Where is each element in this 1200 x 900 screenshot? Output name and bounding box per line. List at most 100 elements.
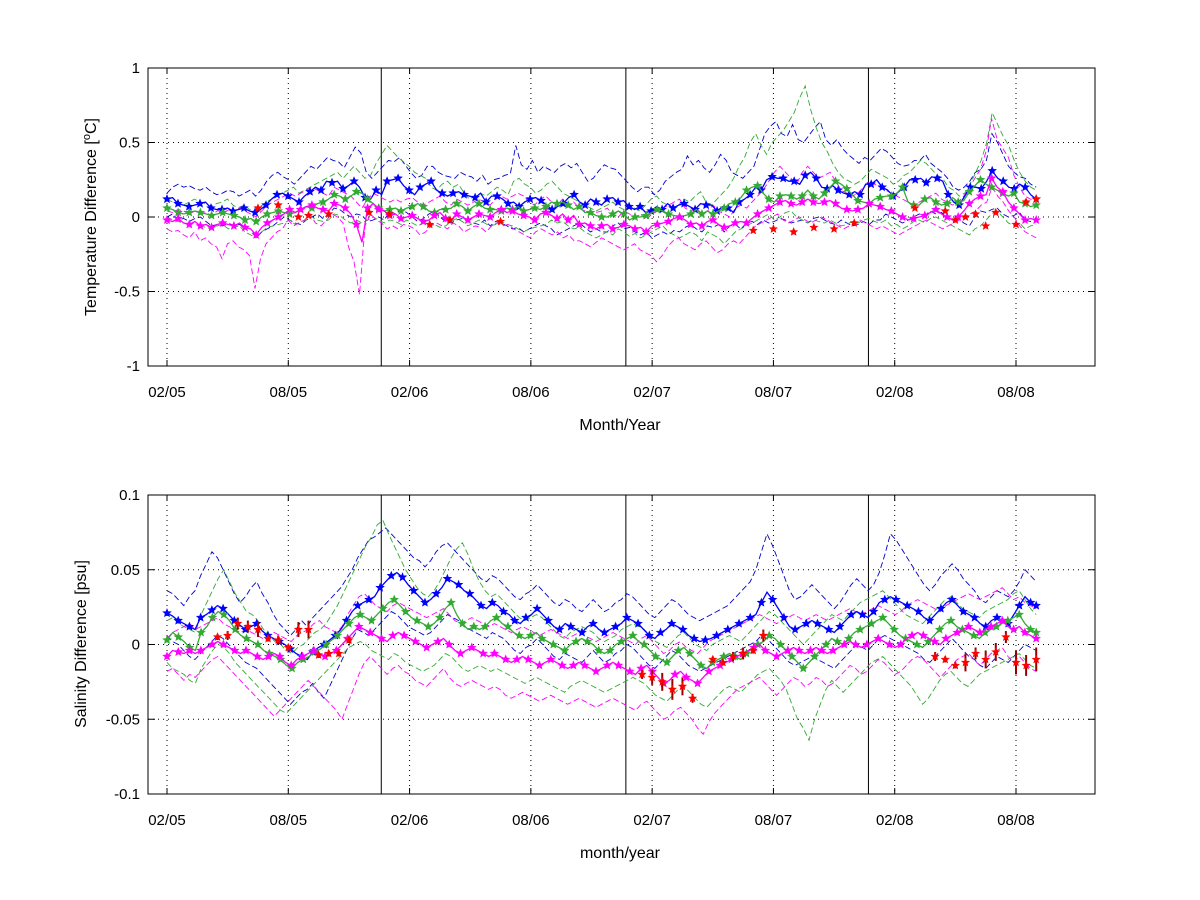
salinity-x-tick-label: 02/05	[148, 812, 186, 829]
salinity-series-point	[546, 654, 556, 664]
salinity-dashed-series-line	[166, 640, 1037, 742]
temperature-series-point	[217, 218, 228, 228]
salinity-series-point	[610, 621, 621, 631]
salinity-series-point	[162, 651, 172, 661]
salinity-series-point	[386, 570, 397, 580]
salinity-series-point	[599, 627, 610, 637]
temperature-series-point	[1009, 203, 1019, 213]
salinity-series-point	[207, 605, 217, 615]
salinity-dashed-series-line	[166, 646, 1037, 735]
salinity-y-tick-label: 0.05	[111, 562, 140, 579]
temperature-reference-point	[445, 215, 455, 224]
temperature-series-point	[602, 194, 612, 204]
salinity-x-tick-label: 08/05	[270, 812, 308, 829]
temperature-series-point	[569, 189, 579, 199]
temperature-series-point	[396, 213, 406, 223]
salinity-series-point	[162, 635, 172, 645]
temperature-series-point	[349, 176, 359, 186]
temperature-series-point	[674, 212, 685, 222]
temperature-series-point	[864, 198, 874, 208]
temperature-reference-point	[253, 203, 263, 212]
salinity-series-point	[775, 639, 786, 649]
salinity-series-point	[557, 660, 567, 670]
temperature-series-point	[295, 204, 306, 214]
temperature-series-point	[195, 207, 206, 217]
temperature-series-point	[964, 186, 975, 196]
temperature-series-point	[800, 170, 810, 180]
salinity-series-point	[684, 648, 695, 658]
salinity-series-point	[591, 666, 601, 676]
salinity-series-point	[455, 648, 466, 658]
salinity-series-point	[207, 639, 217, 649]
salinity-series-point	[650, 651, 661, 661]
temperature-series-point	[518, 210, 529, 220]
temperature-reference-point	[364, 207, 374, 217]
temperature-series-point	[613, 197, 623, 207]
temperature-series-point	[998, 176, 1008, 186]
salinity-series-point	[692, 678, 703, 688]
salinity-series-point	[622, 612, 632, 622]
temperature-series-point	[819, 188, 830, 198]
temperature-series-point	[811, 173, 821, 183]
salinity-x-tick-label: 02/06	[391, 812, 429, 829]
salinity-series-point	[548, 639, 559, 649]
salinity-series-point	[1020, 627, 1030, 637]
temperature-series-point	[652, 204, 663, 214]
temperature-series-point	[251, 229, 261, 239]
salinity-reference-point	[758, 630, 768, 640]
salinity-series-point	[388, 630, 398, 640]
temperature-reference-point	[425, 219, 435, 229]
temperature-series-point	[162, 194, 172, 204]
temperature-series-point	[530, 203, 540, 213]
temperature-series-point	[284, 204, 295, 214]
temperature-x-tick-label: 02/08	[876, 384, 914, 401]
salinity-series-point	[476, 600, 486, 610]
temperature-series-point	[886, 206, 897, 216]
salinity-series-point	[457, 618, 468, 628]
temperature-y-tick-label: 0	[132, 209, 140, 226]
temperature-series-point	[240, 215, 250, 225]
salinity-series-point	[936, 603, 946, 613]
salinity-series-point	[947, 594, 957, 604]
salinity-series-point	[400, 606, 411, 616]
salinity-series-point	[1031, 600, 1041, 610]
salinity-series-point	[433, 636, 443, 646]
temperature-series-point	[745, 189, 755, 199]
salinity-series-point	[1008, 624, 1019, 634]
temperature-series-point	[630, 223, 640, 233]
temperature-y-label-main: Temperature Difference [	[83, 140, 100, 316]
temperature-series-point	[404, 185, 414, 195]
salinity-series-point	[525, 630, 536, 640]
salinity-series-point	[431, 588, 441, 598]
temperature-series-point	[942, 212, 952, 222]
temperature-series-point	[844, 189, 854, 199]
temperature-series-point	[942, 198, 952, 208]
temperature-series-point	[459, 189, 469, 199]
temperature-series-point	[585, 220, 596, 230]
temperature-series-point	[679, 198, 689, 208]
temperature-series-point	[1031, 200, 1041, 210]
salinity-series-point	[241, 633, 252, 643]
temperature-x-tick-label: 08/08	[997, 384, 1035, 401]
temperature-series-point	[596, 212, 607, 222]
salinity-y-tick-label: -0.1	[114, 786, 140, 803]
temperature-panel: 02/05 08/05 02/06 08/06 02/07 08/07 02/08 08/08…	[81, 60, 1096, 434]
salinity-series-point	[207, 612, 218, 622]
salinity-series-point	[801, 618, 812, 628]
temperature-series-point	[764, 194, 774, 204]
temperature-series-point	[552, 198, 562, 208]
salinity-series-point	[997, 615, 1008, 625]
salinity-series-point	[297, 651, 308, 661]
temperature-series-point	[730, 218, 741, 228]
temperature-series-point	[719, 203, 729, 213]
temperature-y-label-tail: C]	[83, 118, 100, 134]
salinity-series-point	[666, 618, 677, 628]
salinity-series-point	[397, 572, 408, 582]
temperature-series-point	[470, 192, 480, 202]
temperature-series-point	[719, 222, 729, 232]
temperature-series-point	[730, 197, 741, 207]
temperature-series-point	[608, 223, 618, 233]
temperature-series-point	[437, 188, 447, 198]
salinity-series-point	[613, 660, 624, 670]
temperature-series-point	[474, 198, 484, 208]
